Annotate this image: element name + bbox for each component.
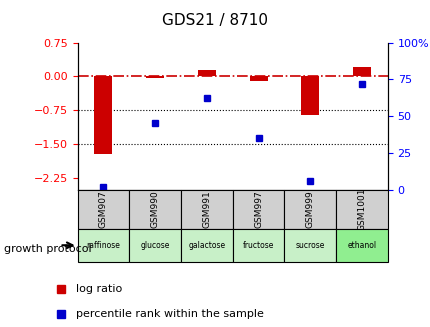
Text: GSM990: GSM990 [150,190,159,228]
Text: glucose: glucose [140,241,169,250]
Text: GDS21 / 8710: GDS21 / 8710 [162,13,268,28]
FancyBboxPatch shape [232,190,284,229]
Text: sucrose: sucrose [295,241,324,250]
FancyBboxPatch shape [77,229,129,262]
Bar [197,70,215,77]
Bar [301,77,319,115]
FancyBboxPatch shape [181,229,232,262]
Text: raffinose: raffinose [86,241,120,250]
FancyBboxPatch shape [129,229,181,262]
FancyBboxPatch shape [129,190,181,229]
Text: GSM991: GSM991 [202,190,211,228]
Text: percentile rank within the sample: percentile rank within the sample [76,309,263,319]
Text: GSM999: GSM999 [305,190,314,228]
FancyBboxPatch shape [77,190,129,229]
Text: galactose: galactose [188,241,225,250]
FancyBboxPatch shape [335,229,387,262]
FancyBboxPatch shape [284,190,335,229]
Text: GSM1001: GSM1001 [357,187,366,231]
FancyBboxPatch shape [232,229,284,262]
Text: GSM907: GSM907 [99,190,108,228]
FancyBboxPatch shape [181,190,232,229]
Text: growth protocol: growth protocol [4,244,92,253]
Bar [94,77,112,154]
Text: fructose: fructose [243,241,273,250]
Bar [352,67,370,77]
FancyBboxPatch shape [335,190,387,229]
Text: ethanol: ethanol [347,241,376,250]
Text: log ratio: log ratio [76,284,122,294]
Bar [249,77,267,81]
Bar [146,77,164,78]
Text: GSM997: GSM997 [254,190,262,228]
FancyBboxPatch shape [284,229,335,262]
